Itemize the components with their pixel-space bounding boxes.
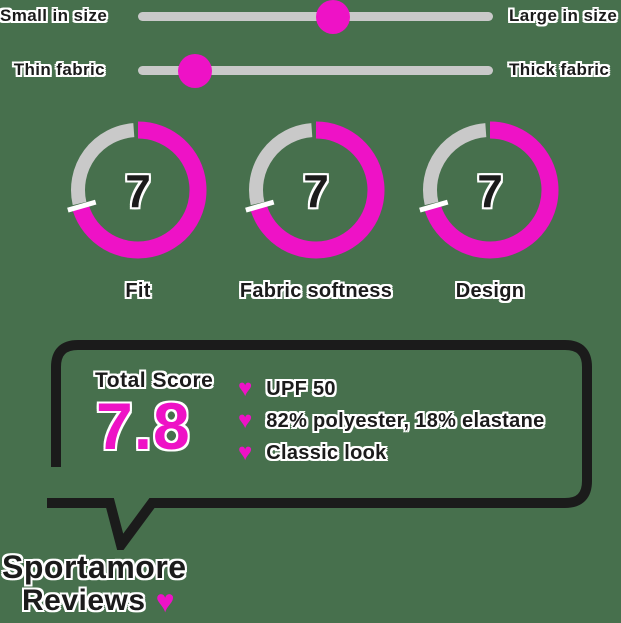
gauge-fit: 7 Fit bbox=[63, 115, 213, 305]
slider-fabric: Thin fabric Thick fabric bbox=[0, 54, 621, 88]
brand-logo: Sportamore Reviews ♥ bbox=[2, 549, 187, 619]
list-item: ♥ 82% polyester, 18% elastane bbox=[238, 409, 545, 433]
slider-size-track[interactable] bbox=[138, 12, 493, 21]
slider-size: Small in size Large in size bbox=[0, 0, 621, 34]
gauge-fit-label: Fit bbox=[125, 280, 151, 302]
donut-ring-icon bbox=[67, 121, 207, 259]
gauge-fabric-softness-score: 7 bbox=[303, 165, 329, 217]
heart-icon: ♥ bbox=[155, 582, 176, 619]
gauge-design: 7 Design bbox=[415, 115, 565, 305]
donut-ring-icon bbox=[419, 121, 559, 259]
slider-fabric-right-label: Thick fabric bbox=[509, 60, 610, 79]
speech-bubble-icon bbox=[47, 340, 592, 550]
gauge-fit-score: 7 bbox=[125, 165, 151, 217]
total-score-value: 7.8 bbox=[96, 389, 191, 463]
slider-fabric-knob[interactable] bbox=[177, 54, 212, 88]
feature-upf: UPF 50 bbox=[266, 377, 336, 400]
heart-icon: ♥ bbox=[238, 439, 253, 466]
gauge-fabric-softness: 7 Fabric softness bbox=[240, 115, 392, 305]
slider-size-knob[interactable] bbox=[316, 0, 351, 34]
list-item: ♥ Classic look bbox=[238, 441, 545, 465]
feature-look: Classic look bbox=[266, 441, 387, 464]
heart-icon: ♥ bbox=[238, 407, 253, 434]
slider-size-left-label: Small in size bbox=[0, 6, 108, 25]
brand-name: Sportamore bbox=[2, 549, 187, 585]
total-score-title: Total Score bbox=[95, 369, 214, 392]
slider-size-right-label: Large in size bbox=[509, 6, 618, 25]
heart-icon: ♥ bbox=[238, 375, 253, 402]
gauge-design-label: Design bbox=[455, 280, 525, 302]
feature-material: 82% polyester, 18% elastane bbox=[266, 409, 545, 432]
slider-fabric-track[interactable] bbox=[138, 66, 493, 75]
gauge-design-score: 7 bbox=[477, 165, 503, 217]
slider-fabric-left-label: Thin fabric bbox=[13, 60, 105, 79]
feature-list: ♥ UPF 50 ♥ 82% polyester, 18% elastane ♥… bbox=[238, 377, 545, 465]
brand-reviews-label: Reviews bbox=[22, 583, 146, 617]
gauge-fabric-softness-label: Fabric softness bbox=[239, 280, 393, 302]
list-item: ♥ UPF 50 bbox=[238, 377, 545, 401]
donut-ring-icon bbox=[245, 121, 385, 259]
